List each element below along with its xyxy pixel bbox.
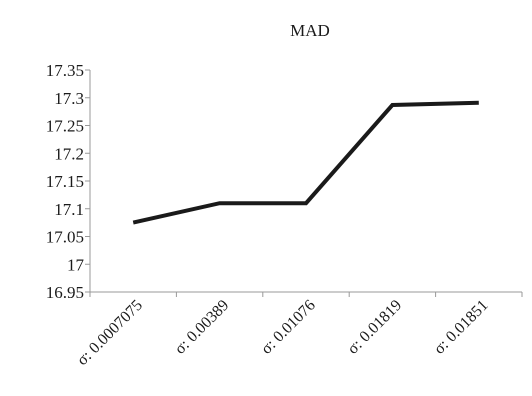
y-tick-label: 17.15	[46, 172, 84, 191]
y-axis-ticks: 16.95 17 17.05 17.1 17.15 17.2 17.25 17.3 17.35	[46, 61, 90, 302]
y-tick-label: 17.3	[54, 89, 84, 108]
y-tick-label: 16.95	[46, 283, 84, 302]
y-tick-label: 17.25	[46, 117, 84, 136]
x-tick-label: σ: 0.01819	[344, 297, 405, 358]
x-tick-label: σ: 0.01851	[431, 297, 492, 358]
x-axis-ticks: σ: 0.0007075 σ: 0.00389 σ: 0.01076 σ: 0.018…	[74, 292, 523, 369]
series-group	[132, 100, 479, 225]
y-tick-label: 17	[67, 255, 85, 274]
y-tick-label: 17.2	[54, 144, 84, 163]
y-tick-label: 17.35	[46, 61, 84, 80]
x-tick-label: σ: 0.00389	[172, 297, 233, 358]
y-tick-label: 17.05	[46, 228, 84, 247]
series-line	[132, 100, 479, 225]
y-tick-label: 17.1	[54, 200, 84, 219]
x-tick-label: σ: 0.01076	[258, 297, 319, 358]
chart-title: MAD	[290, 21, 330, 40]
x-tick-label: σ: 0.0007075	[74, 297, 146, 369]
